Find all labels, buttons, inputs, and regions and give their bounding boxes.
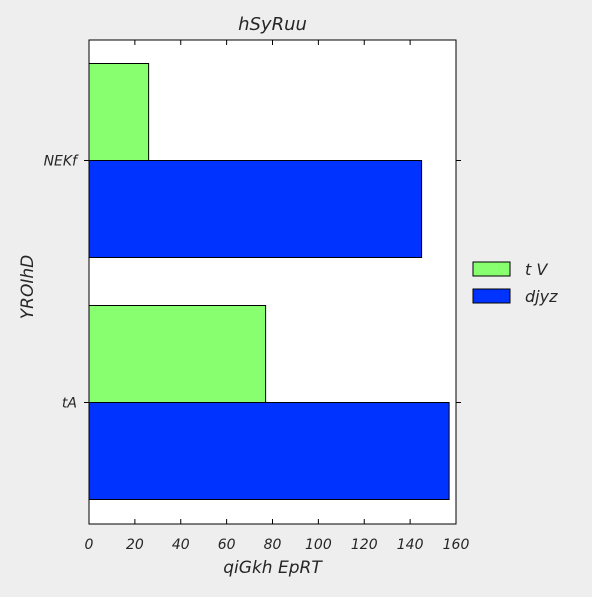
x-tick-label: 40 (172, 537, 190, 553)
x-tick-label: 0 (85, 537, 94, 553)
bar-t-V-NEKf (88, 63, 150, 161)
legend-label: djyz (525, 287, 558, 306)
y-axis-label: YROIhD (18, 255, 38, 319)
legend-swatch (472, 288, 511, 304)
x-tick-label: 100 (305, 537, 332, 553)
x-tick-label: 20 (126, 537, 144, 553)
legend: t V djyz (472, 260, 558, 306)
bars-group (88, 63, 450, 500)
plot-frame (88, 39, 457, 525)
x-tick-label: 120 (351, 537, 378, 553)
bar-djyz-tA (88, 402, 450, 500)
x-tick-label: 80 (264, 537, 282, 553)
x-tick-label: 140 (397, 537, 424, 553)
y-tick-label: tA (62, 396, 77, 412)
x-tick-label: 60 (218, 537, 236, 553)
y-tick-label: NEKf (44, 154, 79, 170)
bar-t-V-tA (88, 305, 267, 403)
legend-swatch (472, 261, 511, 277)
legend-label: t V (525, 260, 548, 279)
x-axis-label: qiGkh EpRT (223, 558, 323, 578)
ticks-group: NEKf tA 0 20 40 60 80 100 120 140 160 (44, 40, 470, 553)
chart-title: hSyRuu (238, 14, 307, 35)
bar-djyz-NEKf (88, 160, 423, 258)
x-tick-label: 160 (443, 537, 470, 553)
